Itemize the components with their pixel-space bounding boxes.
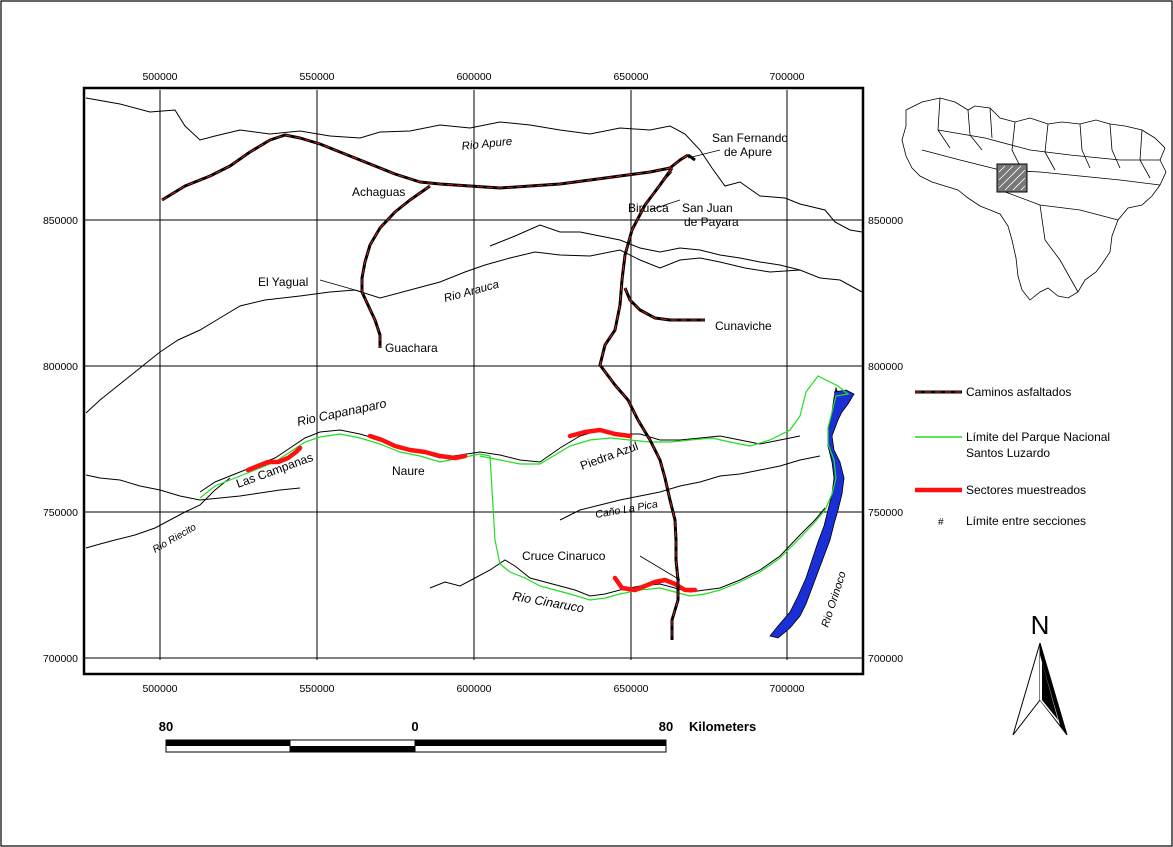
- label-naure: Naure: [392, 464, 425, 478]
- map-frame: [82, 86, 865, 676]
- map-grid: [84, 90, 863, 660]
- label-rio-apure: Rio Apure: [461, 136, 513, 153]
- leader-lines: [319, 149, 721, 581]
- north-arrow-icon: N: [1012, 610, 1068, 736]
- river-apure: [85, 97, 863, 233]
- road-yagual-core: [361, 185, 431, 348]
- label-cunaviche: Cunaviche: [715, 319, 772, 333]
- y-tick-left: 800000: [43, 361, 78, 373]
- x-tick-top: 550000: [299, 71, 334, 83]
- x-tick-bottom: 600000: [456, 683, 491, 695]
- river-riecito: [85, 474, 301, 501]
- road-cunaviche-core: [624, 287, 705, 321]
- x-tick-bottom: 700000: [769, 683, 804, 695]
- y-tick-right: 700000: [868, 653, 903, 665]
- river-arauca: [85, 249, 863, 414]
- y-tick-left: 850000: [43, 215, 78, 227]
- park-boundary-layer: [199, 375, 850, 601]
- x-tick-bottom: 500000: [142, 683, 177, 695]
- label-san-fernando: San Fernando: [712, 131, 788, 145]
- label-san-juan: San Juan: [682, 201, 733, 215]
- y-tick-right: 800000: [868, 361, 903, 373]
- river-cano-la-pica: [559, 455, 821, 521]
- legend-sections-label: Límite entre secciones: [966, 514, 1086, 528]
- x-tick-bottom: 650000: [613, 683, 648, 695]
- sampled-sectors-layer: [245, 427, 698, 593]
- legend-roads-label: Caminos asfaltados: [966, 385, 1071, 399]
- road-main: [161, 133, 689, 202]
- label-de-payara: de Payara: [684, 215, 739, 229]
- sampled-sector-las-campanas: [245, 445, 303, 473]
- inset-map: [901, 97, 1167, 301]
- inset-country-outline: [901, 97, 1167, 301]
- legend-park-label-2: Santos Luzardo: [966, 446, 1050, 460]
- label-guachara: Guachara: [385, 341, 438, 355]
- river-cinaruco: [429, 507, 826, 597]
- legend-section-symbol: #: [938, 517, 944, 528]
- label-cruce-cinaruco: Cruce Cinaruco: [522, 549, 606, 563]
- inset-study-area: [996, 163, 1028, 193]
- x-tick-bottom: 550000: [299, 683, 334, 695]
- scale-label-left: 80: [159, 719, 173, 734]
- river-arauca-branch: [489, 224, 801, 271]
- sampled-sector-piedra-azul: [567, 427, 633, 439]
- scale-unit: Kilometers: [689, 719, 756, 734]
- x-tick-top: 500000: [142, 71, 177, 83]
- legend: Caminos asfaltados Límite del Parque Nac…: [915, 385, 1110, 528]
- river-capanaparo: [199, 429, 801, 493]
- x-tick-top: 650000: [613, 71, 648, 83]
- park-boundary: [199, 375, 850, 601]
- x-tick-top: 700000: [769, 71, 804, 83]
- y-tick-right: 850000: [868, 215, 903, 227]
- road-biruaca-south-core: [599, 167, 679, 640]
- label-el-yagual: El Yagual: [258, 275, 308, 289]
- river-riecito-lower: [85, 477, 231, 549]
- scale-label-middle: 0: [411, 719, 418, 734]
- inset-state-lines: [921, 97, 1161, 293]
- y-tick-left: 700000: [43, 653, 78, 665]
- y-tick-left: 750000: [43, 507, 78, 519]
- rivers-layer: [85, 97, 863, 597]
- label-de-apure: de Apure: [724, 145, 772, 159]
- north-label: N: [1031, 610, 1050, 640]
- scale-label-right: 80: [659, 719, 673, 734]
- legend-sampled-label: Sectores muestreados: [966, 483, 1086, 497]
- x-tick-top: 600000: [456, 71, 491, 83]
- roads-layer: [161, 133, 705, 640]
- label-biruaca: Biruaca: [628, 201, 669, 215]
- scale-bar: 80 0 80 Kilometers: [159, 719, 756, 753]
- sampled-sector-naure: [367, 433, 468, 461]
- y-tick-right: 750000: [868, 507, 903, 519]
- label-achaguas: Achaguas: [352, 185, 405, 199]
- sampled-sector-cinaruco: [612, 575, 698, 593]
- legend-park-label-1: Límite del Parque Nacional: [966, 430, 1110, 444]
